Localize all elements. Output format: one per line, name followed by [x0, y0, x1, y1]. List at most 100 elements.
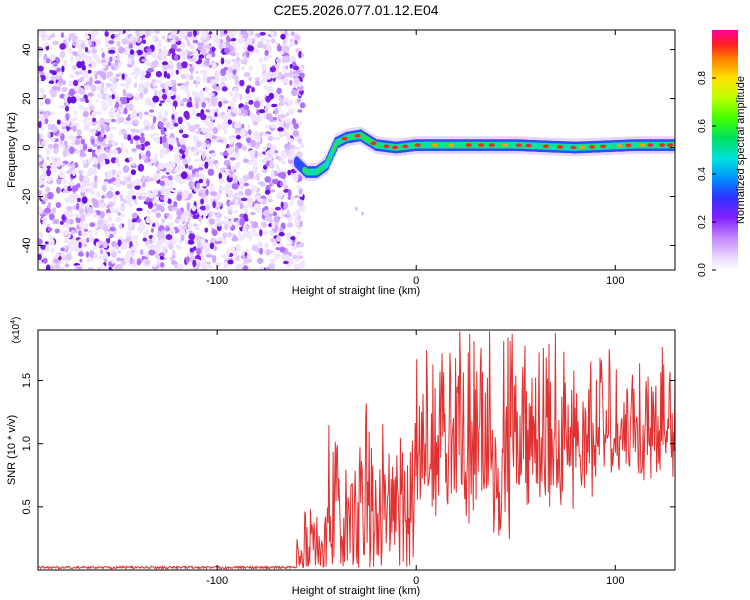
noise-cell	[175, 156, 181, 164]
noise-cell	[64, 118, 71, 126]
noise-cell	[228, 91, 234, 97]
noise-cell	[180, 214, 187, 222]
noise-cell	[115, 216, 122, 223]
noise-cell	[100, 126, 105, 134]
noise-cell	[69, 249, 73, 256]
noise-cell	[234, 201, 239, 207]
noise-cell	[279, 94, 284, 99]
noise-cell	[205, 155, 210, 162]
noise-cell	[78, 230, 82, 237]
noise-cell	[289, 70, 294, 78]
noise-cell	[104, 148, 110, 153]
noise-cell	[86, 187, 94, 193]
noise-cell	[46, 165, 51, 169]
noise-cell	[133, 114, 138, 121]
noise-cell	[289, 40, 295, 47]
track-peak	[525, 143, 532, 148]
noise-cell	[271, 241, 277, 248]
noise-cell	[135, 30, 141, 36]
noise-cell	[296, 184, 301, 191]
noise-cell	[212, 200, 216, 209]
noise-cell	[168, 48, 176, 54]
noise-cell	[223, 128, 228, 135]
noise-cell	[216, 113, 222, 118]
noise-cell	[194, 123, 200, 130]
noise-cell	[165, 234, 173, 240]
noise-cell	[186, 31, 193, 38]
noise-cell	[167, 198, 172, 205]
spectrogram-x-axis: -100 0 100	[206, 30, 624, 287]
track-peak	[625, 143, 632, 148]
noise-cell	[187, 217, 192, 221]
snr-y-label: SNR (10 * v/v)	[6, 415, 18, 485]
noise-cell	[259, 80, 264, 84]
noise-cell	[63, 223, 67, 228]
noise-cell	[233, 210, 239, 214]
noise-cell	[70, 55, 74, 63]
noise-cell	[284, 55, 290, 60]
noise-cell	[225, 189, 233, 195]
noise-cell	[103, 258, 108, 263]
noise-cell	[189, 247, 194, 253]
noise-cell	[47, 224, 51, 228]
noise-cell	[110, 251, 117, 258]
track-peak	[647, 143, 654, 147]
noise-cell	[253, 96, 260, 101]
noise-cell	[213, 70, 220, 78]
noise-cell	[39, 101, 45, 107]
noise-cell	[133, 82, 138, 88]
noise-cell	[87, 69, 92, 74]
noise-cell	[73, 65, 77, 71]
track-peak	[383, 144, 390, 149]
noise-cell	[92, 117, 96, 122]
noise-cell	[297, 199, 304, 207]
noise-cell	[149, 133, 154, 137]
noise-cell	[84, 74, 89, 79]
noise-cell	[288, 108, 295, 115]
noise-cell	[80, 70, 87, 75]
noise-cell	[283, 64, 287, 73]
noise-cell	[67, 241, 72, 249]
noise-cell	[179, 138, 186, 146]
figure-title: C2E5.2026.077.01.12.E04	[273, 2, 438, 18]
noise-cell	[81, 232, 88, 238]
noise-cell	[283, 129, 288, 136]
noise-cell	[104, 31, 109, 37]
noise-cell	[99, 47, 104, 53]
noise-cell	[97, 162, 101, 170]
noise-cell	[118, 103, 124, 109]
noise-cell	[217, 139, 224, 143]
noise-cell	[78, 144, 84, 149]
noise-cell	[200, 198, 205, 205]
noise-cell	[103, 188, 107, 193]
noise-cell	[182, 54, 188, 60]
noise-cell	[69, 74, 75, 79]
noise-cell	[133, 249, 138, 254]
y-tick-label: 1.5	[21, 373, 33, 388]
noise-cell	[101, 52, 105, 59]
noise-cell	[272, 178, 279, 185]
noise-cell	[294, 220, 298, 227]
noise-cell	[139, 92, 144, 100]
noise-cell	[215, 237, 221, 242]
noise-cell	[151, 78, 156, 83]
noise-cell	[219, 178, 224, 184]
noise-cell	[111, 241, 117, 247]
noise-cell	[92, 127, 96, 136]
noise-cell	[157, 39, 163, 48]
noise-cell	[127, 134, 132, 141]
noise-cell	[247, 45, 255, 52]
noise-cell	[251, 86, 255, 93]
noise-cell	[161, 218, 165, 223]
noise-cell	[275, 42, 279, 46]
noise-cell	[222, 100, 229, 104]
noise-cell	[164, 85, 169, 93]
noise-cell	[263, 72, 269, 79]
snr-x-label: Height of straight line (km)	[292, 585, 420, 597]
noise-cell	[234, 249, 239, 257]
noise-cell	[68, 33, 76, 40]
noise-cell	[286, 222, 294, 228]
noise-cell	[151, 236, 156, 244]
noise-cell	[124, 51, 128, 56]
noise-cell	[45, 58, 51, 64]
